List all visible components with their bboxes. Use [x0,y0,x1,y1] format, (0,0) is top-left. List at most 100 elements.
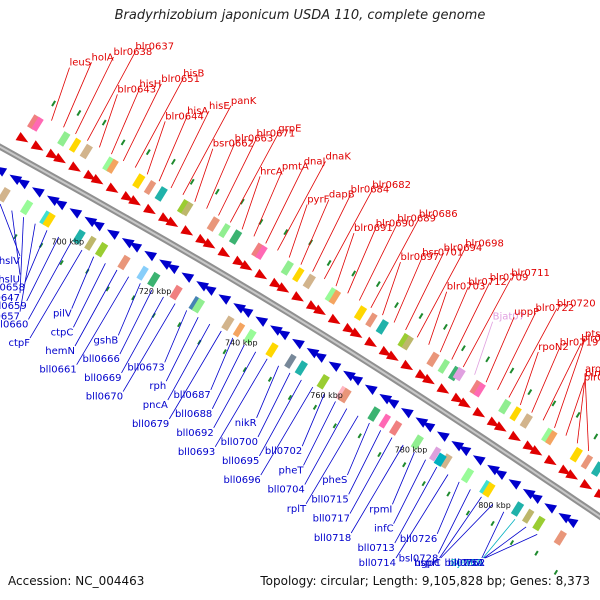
small-feature-outer [189,178,195,185]
forward-gene-arrow [522,440,536,451]
reverse-gene-arrow [565,517,579,529]
gene-leader-line [347,228,377,294]
gene-label: bsr0662 [213,139,254,150]
reverse-gene-arrow [218,294,232,305]
forward-gene-cog-block [397,332,411,349]
small-feature-inner [312,404,318,410]
gene-leader-line [439,286,469,353]
gene-leader-line [158,116,188,182]
gene-leader-line [405,252,444,331]
forward-gene-arrow [269,277,282,289]
forward-gene-arrow [414,369,428,380]
forward-gene-arrow [232,255,246,267]
reverse-gene-arrow [46,195,60,207]
forward-gene-arrow [364,336,377,348]
forward-gene-cog-block [143,179,157,196]
gene-leader-line [350,444,404,534]
reverse-gene-cog-block [191,297,206,314]
gene-leader-line [288,204,308,258]
forward-gene-cog-block [255,244,268,261]
small-feature-outer [418,312,424,320]
gene-leader-line [99,94,118,148]
small-feature-inner [509,539,515,546]
gene-leader-line [483,526,527,559]
reverse-gene-arrow [181,272,195,283]
small-feature-outer [170,158,176,165]
gene-leader-line [19,223,36,312]
gene-leader-line [51,67,70,121]
reverse-gene-arrow [270,325,283,336]
gene-label: blr0651 [161,74,200,85]
gene-label: blr0697 [401,252,440,263]
small-feature-inner [105,286,110,292]
forward-gene-arrow [254,268,268,280]
forward-gene-cog-block [328,289,342,305]
forward-gene-cog-block [27,114,41,130]
reverse-gene-arrow [379,393,393,405]
forward-gene-cog-block [292,267,305,283]
gene-leader-line [519,351,539,406]
forward-gene-arrow [128,195,141,206]
gene-label: blr0638 [114,47,153,58]
reverse-gene-cog-block [0,187,11,203]
gene-label: hisB [183,69,204,80]
reverse-gene-cog-block [367,406,381,422]
forward-gene-arrow [30,140,44,151]
gene-leader-line [168,330,222,420]
forward-gene-arrow [400,359,414,371]
gene-label: bll0737 [444,558,481,569]
gene-label: uppP [514,307,539,318]
gene-leader-line [134,78,184,168]
forward-gene-cog-block [437,358,451,374]
gene-leader-line [253,171,283,237]
accession-text: Accession: NC_004463 [8,574,145,588]
reverse-gene-arrow [121,238,135,249]
small-feature-outer [326,259,332,267]
reverse-gene-cog-block [388,420,403,436]
forward-gene-cog-block [375,319,389,335]
gene-label: dnaJ [304,156,326,167]
forward-gene-cog-block [280,260,294,276]
gene-leader-line [335,232,355,287]
gene-label: hslU [0,275,20,286]
gene-label: rph [149,381,166,392]
small-feature-inner [402,462,407,468]
gene-leader-line [438,489,471,554]
reverse-gene-cog-block [521,508,535,524]
gene-leader-line [241,176,261,230]
forward-gene-cog-block [401,335,414,351]
reverse-gene-arrow [0,166,8,177]
reverse-gene-arrow [422,422,436,433]
forward-gene-arrow [53,152,66,164]
gene-label: holA [92,52,114,63]
forward-gene-cog-block [324,287,338,303]
gene-label: bll0687 [173,390,210,401]
forward-gene-arrow [105,182,119,193]
gene-leader-line [218,138,257,216]
gene-label: blr0722 [536,303,575,314]
gene-label: ctpF [8,338,30,349]
small-feature-outer [527,389,533,396]
gene-label: Bjat07 [493,312,525,323]
gene-leader-line [392,452,415,505]
reverse-gene-arrow [487,464,500,476]
gene-label: bll0726 [400,534,437,545]
reverse-gene-arrow [159,259,172,270]
scale-mark-label: 780 kbp [395,445,428,454]
reverse-gene-arrow [451,440,465,452]
gene-leader-line [28,243,71,320]
gene-leader-line [508,308,558,398]
small-feature-outer [351,270,357,277]
forward-gene-arrow [305,300,319,311]
reverse-gene-cog-block [316,374,330,390]
forward-gene-arrow [45,148,59,160]
forward-gene-arrow [90,173,104,185]
forward-gene-arrow [15,131,29,143]
small-feature-outer [283,229,289,236]
small-feature-outer [593,433,599,440]
gene-label: bll0647 [0,293,20,304]
small-feature-outer [485,356,491,363]
gene-label: rplT [287,504,307,515]
gene-leader-line [462,277,512,368]
forward-gene-arrow [68,161,81,172]
